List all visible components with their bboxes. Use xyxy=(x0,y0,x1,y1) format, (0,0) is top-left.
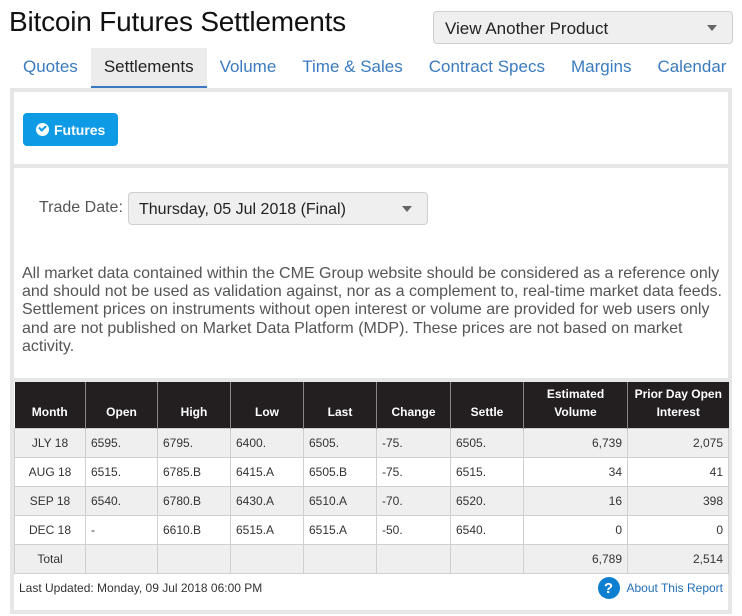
table-total-row: Total 6,789 2,514 xyxy=(14,543,729,574)
cell-empty xyxy=(376,543,451,574)
table-row: AUG 18 6515. 6785.B 6415.A 6505.B -75. 6… xyxy=(14,456,729,487)
trade-date-select[interactable]: Thursday, 05 Jul 2018 (Final) xyxy=(128,192,428,225)
product-tabs: Quotes Settlements Volume Time & Sales C… xyxy=(10,48,739,90)
page-title: Bitcoin Futures Settlements xyxy=(9,6,346,37)
table-row: SEP 18 6540. 6780.B 6430.A 6510.A -70. 6… xyxy=(14,485,729,516)
cell-high: 6785.B xyxy=(157,456,231,487)
tab-contract-specs[interactable]: Contract Specs xyxy=(428,57,545,76)
table-row: DEC 18 - 6610.B 6515.A 6515.A -50. 6540.… xyxy=(14,514,729,545)
last-updated-text: Last Updated: Monday, 09 Jul 2018 06:00 … xyxy=(19,581,263,595)
cell-last: 6505. xyxy=(303,427,377,458)
about-this-report-link[interactable]: ? About This Report xyxy=(597,577,724,599)
tab-volume[interactable]: Volume xyxy=(219,57,277,76)
cell-open: - xyxy=(85,514,158,545)
help-icon: ? xyxy=(597,577,620,599)
cell-volume: 0 xyxy=(523,514,628,545)
tab-settlements[interactable]: Settlements xyxy=(90,48,207,89)
cell-month: JLY 18 xyxy=(14,427,86,458)
cell-open: 6595. xyxy=(85,427,158,458)
cell-change: -75. xyxy=(376,427,451,458)
cell-total-label: Total xyxy=(14,543,86,574)
futures-button[interactable]: Futures xyxy=(23,113,118,146)
disclaimer-text: All market data contained within the CME… xyxy=(22,265,722,355)
cell-empty xyxy=(85,543,158,574)
col-header-settle: Settle xyxy=(450,382,524,428)
cell-empty xyxy=(157,543,231,574)
cell-month: AUG 18 xyxy=(14,456,86,487)
col-header-high: High xyxy=(157,382,231,428)
cell-settle: 6540. xyxy=(450,514,524,545)
col-header-change: Change xyxy=(376,382,451,428)
caret-down-icon xyxy=(707,25,717,31)
cell-low: 6515.A xyxy=(230,514,304,545)
cell-high: 6780.B xyxy=(157,485,231,516)
product-type-card: Futures xyxy=(14,92,728,164)
col-header-estimated-volume: Estimated Volume xyxy=(523,382,628,428)
cell-open-interest: 398 xyxy=(627,485,729,516)
trade-date-value: Thursday, 05 Jul 2018 (Final) xyxy=(139,201,346,218)
cell-empty xyxy=(230,543,304,574)
view-another-product-select[interactable]: View Another Product xyxy=(433,11,733,44)
about-this-report-label: About This Report xyxy=(626,581,724,595)
cell-low: 6400. xyxy=(230,427,304,458)
cell-change: -70. xyxy=(376,485,451,516)
product-select-value: View Another Product xyxy=(445,19,609,38)
table-footer: Last Updated: Monday, 09 Jul 2018 06:00 … xyxy=(14,572,728,604)
cell-month: SEP 18 xyxy=(14,485,86,516)
col-header-open: Open xyxy=(85,382,158,428)
cell-volume: 6,739 xyxy=(523,427,628,458)
futures-button-label: Futures xyxy=(54,121,106,138)
tab-margins[interactable]: Margins xyxy=(570,57,632,76)
settlements-table: Month Open High Low Last Change Settle E… xyxy=(14,382,729,574)
cell-high: 6795. xyxy=(157,427,231,458)
cell-low: 6430.A xyxy=(230,485,304,516)
col-header-month: Month xyxy=(14,382,86,428)
cell-settle: 6505. xyxy=(450,427,524,458)
table-header-row: Month Open High Low Last Change Settle E… xyxy=(14,382,729,428)
col-header-prior-day-oi: Prior Day Open Interest xyxy=(627,382,729,428)
col-header-low: Low xyxy=(230,382,304,428)
cell-empty xyxy=(450,543,524,574)
cell-last: 6515.A xyxy=(303,514,377,545)
tab-time-and-sales[interactable]: Time & Sales xyxy=(302,57,403,76)
cell-volume: 16 xyxy=(523,485,628,516)
tab-quotes[interactable]: Quotes xyxy=(23,57,78,76)
cell-open-interest: 41 xyxy=(627,456,729,487)
tab-calendar[interactable]: Calendar xyxy=(657,57,727,76)
check-circle-icon xyxy=(36,123,49,136)
cell-open: 6515. xyxy=(85,456,158,487)
trade-date-card: Trade Date: Thursday, 05 Jul 2018 (Final… xyxy=(14,168,728,378)
table-row: JLY 18 6595. 6795. 6400. 6505. -75. 6505… xyxy=(14,427,729,458)
cell-change: -75. xyxy=(376,456,451,487)
cell-open: 6540. xyxy=(85,485,158,516)
cell-total-open-interest: 2,514 xyxy=(627,543,729,574)
cell-high: 6610.B xyxy=(157,514,231,545)
cell-settle: 6515. xyxy=(450,456,524,487)
cell-low: 6415.A xyxy=(230,456,304,487)
cell-open-interest: 2,075 xyxy=(627,427,729,458)
trade-date-label: Trade Date: xyxy=(39,199,123,216)
cell-month: DEC 18 xyxy=(14,514,86,545)
cell-empty xyxy=(303,543,377,574)
cell-settle: 6520. xyxy=(450,485,524,516)
cell-total-volume: 6,789 xyxy=(523,543,628,574)
col-header-last: Last xyxy=(303,382,377,428)
cell-volume: 34 xyxy=(523,456,628,487)
settlements-panel: Futures Trade Date: Thursday, 05 Jul 201… xyxy=(10,88,732,614)
caret-down-icon xyxy=(402,206,412,212)
settlements-table-card: Month Open High Low Last Change Settle E… xyxy=(14,382,729,610)
cell-open-interest: 0 xyxy=(627,514,729,545)
cell-change: -50. xyxy=(376,514,451,545)
cell-last: 6510.A xyxy=(303,485,377,516)
cell-last: 6505.B xyxy=(303,456,377,487)
